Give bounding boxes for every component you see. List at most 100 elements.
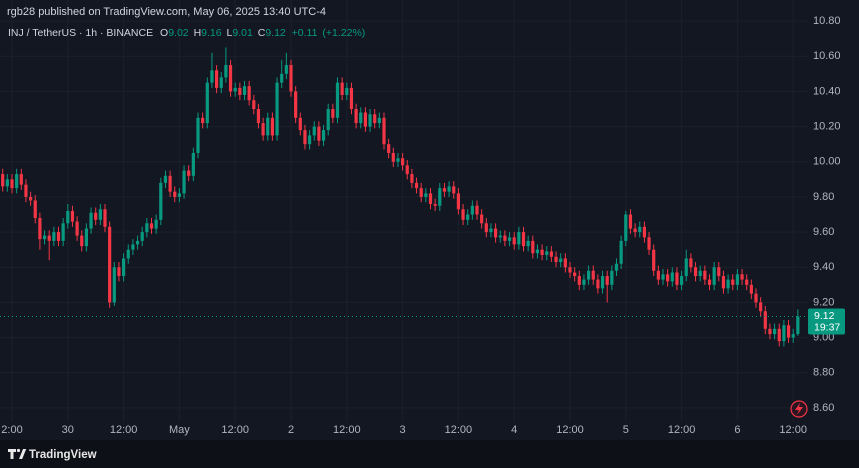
y-tick-label: 9.80 (813, 191, 834, 203)
candle-body (721, 276, 726, 289)
candle-body (414, 182, 419, 189)
candle-body (442, 188, 447, 192)
candle-body (19, 174, 23, 185)
candle-body (363, 112, 367, 127)
candle-body (628, 214, 633, 229)
candle-body (33, 200, 37, 219)
candle-body (614, 263, 619, 271)
candle-body (80, 235, 84, 247)
y-tick-label: 9.60 (813, 226, 834, 238)
x-tick-label: May (169, 424, 190, 436)
candle-body (359, 112, 363, 124)
candle-body (745, 279, 749, 285)
x-tick-label: 12:00 (445, 424, 473, 436)
x-tick-label: 3 (400, 424, 406, 436)
candle-body (401, 158, 405, 166)
candle-body (228, 65, 233, 92)
candle-body (531, 240, 535, 254)
y-tick-label: 9.20 (813, 296, 834, 308)
legend-letter: C (258, 27, 266, 39)
candle-body (498, 235, 502, 238)
legend-change: +0.11 (292, 27, 318, 39)
candle-body (656, 270, 660, 280)
candle-body (689, 258, 693, 268)
candle-body (326, 109, 330, 131)
candle-body (10, 179, 14, 189)
candle-body (321, 130, 326, 141)
y-tick-label: 9.00 (813, 332, 834, 344)
legend-letter: L (227, 27, 233, 39)
candle-body (698, 270, 702, 277)
candle-body (308, 135, 312, 145)
candle-body (577, 276, 581, 285)
candle-body (735, 274, 739, 285)
candle-body (759, 302, 763, 312)
candle-body (703, 270, 707, 280)
candle-body (633, 228, 637, 233)
candle-body (140, 232, 144, 241)
plot-area (0, 47, 808, 347)
candle-body (740, 274, 744, 280)
candle-body (108, 226, 112, 303)
candle-body (349, 87, 354, 110)
candle-body (340, 82, 344, 95)
candle-body (210, 70, 214, 83)
candle-body (131, 244, 135, 250)
candle-body (294, 91, 298, 118)
candle-body (387, 144, 391, 153)
y-tick-label: 10.80 (813, 15, 841, 27)
y-tick-label: 10.00 (813, 156, 841, 168)
alert-icon[interactable] (790, 400, 808, 418)
x-tick-label: 12:00 (333, 424, 361, 436)
candle-body (103, 209, 107, 227)
candle-body (1, 174, 5, 187)
candle-body (242, 86, 247, 95)
candle-body (284, 65, 288, 74)
candle-body (354, 109, 358, 124)
candle-body (791, 334, 795, 338)
brand-name: TradingView (29, 449, 97, 461)
candle-body (540, 249, 544, 255)
candle-body (89, 212, 93, 229)
candle-body (312, 126, 316, 136)
candle-body (461, 209, 465, 220)
candle-body (368, 114, 372, 127)
candle-body (707, 279, 712, 285)
candle-body (670, 272, 674, 282)
candle-body (126, 249, 130, 259)
candle-body (56, 232, 61, 241)
candle-body (345, 87, 349, 95)
candle-body (675, 272, 679, 285)
candle-body (489, 228, 493, 233)
candle-body (786, 325, 791, 338)
candle-body (173, 191, 177, 197)
y-tick-label: 9.40 (813, 261, 834, 273)
candle-body (191, 152, 195, 176)
candle-body (61, 223, 65, 241)
legend-change-pct: (+1.22%) (322, 27, 365, 39)
candle-body (480, 214, 484, 224)
candle-body (247, 86, 251, 101)
candle-body (684, 258, 688, 277)
y-tick-label: 10.20 (813, 121, 841, 133)
candle-body (731, 279, 735, 285)
candle-body (782, 325, 786, 342)
x-tick-label: 5 (623, 424, 629, 436)
candle-body (507, 237, 512, 241)
candle-body (145, 223, 149, 233)
candle-body (5, 179, 9, 187)
candle-body (238, 87, 242, 95)
y-tick-label: 8.60 (813, 402, 834, 414)
candle-body (215, 70, 219, 88)
candle-body (289, 65, 293, 92)
candle-body (266, 117, 270, 136)
candle-body (526, 240, 530, 247)
candle-body (433, 203, 437, 206)
candle-body (680, 276, 684, 285)
candle-body (396, 158, 400, 162)
candle-body (303, 130, 307, 145)
candle-body (591, 270, 595, 280)
candle-body (270, 117, 274, 136)
candle-body (517, 232, 521, 245)
